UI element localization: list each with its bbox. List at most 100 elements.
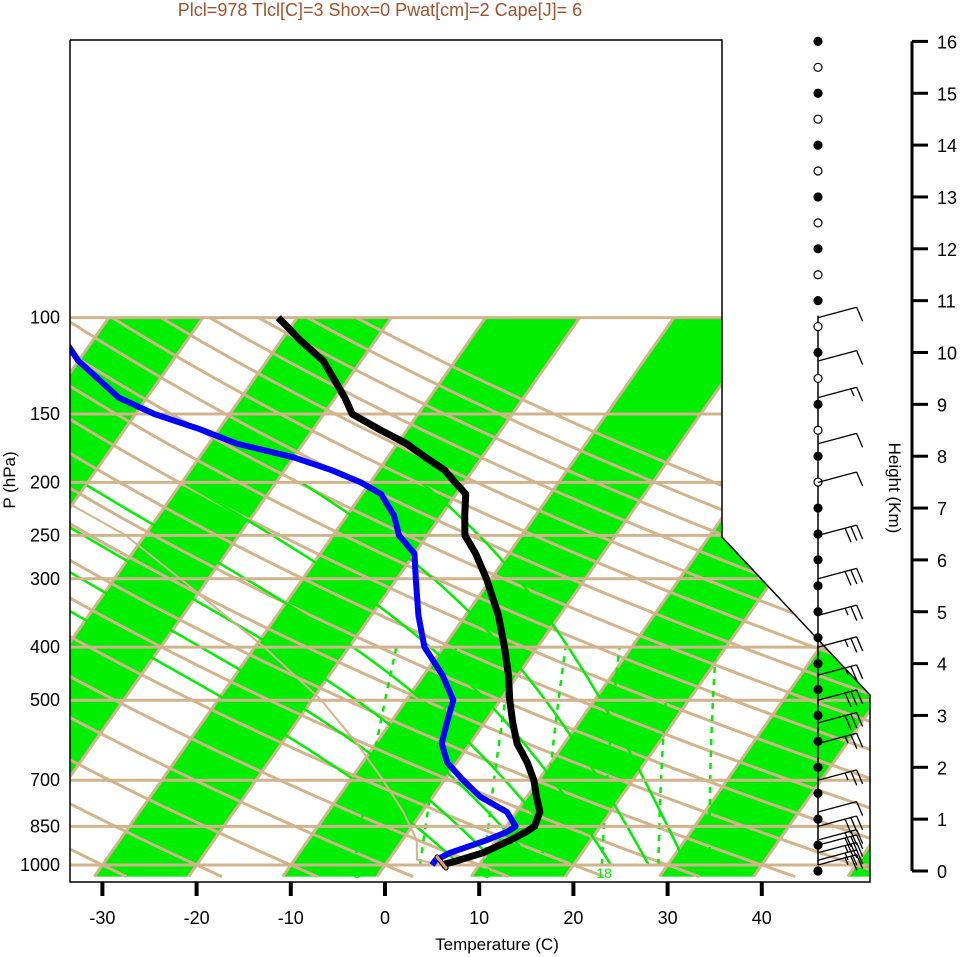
wind-barb <box>817 815 864 834</box>
wind-barb <box>817 800 864 816</box>
pressure-tick-label: 400 <box>30 637 60 657</box>
wind-barb-shaft <box>817 815 857 827</box>
wind-barb-flag <box>850 830 858 846</box>
height-dot <box>813 347 823 358</box>
wind-barb-flag <box>844 818 852 834</box>
isotherm-label: -30 <box>727 515 753 541</box>
wind-barb-flag <box>850 855 858 871</box>
pressure-tick-label: 200 <box>30 472 60 492</box>
x-axis-title: Temperature (C) <box>435 935 559 954</box>
dry-adiabat-line <box>208 316 870 879</box>
isotherm-label: -10 <box>727 515 753 541</box>
wind-barb-flag <box>850 606 858 621</box>
wind-barb <box>817 711 864 730</box>
dry-adiabat-line <box>70 316 870 879</box>
dry-adiabat-line <box>70 316 870 879</box>
height-tick-label: 10 <box>937 344 957 364</box>
isotherm-line <box>375 316 770 878</box>
chart-title: Plcl=978 Tlcl[C]=3 Shox=0 Pwat[cm]=2 Cap… <box>178 0 582 20</box>
mixing-ratio-label: 3 <box>353 865 361 881</box>
wind-barb-shaft <box>817 711 857 724</box>
wind-barb-flag <box>856 849 864 865</box>
height-tick-label: 14 <box>937 136 957 156</box>
wind-barb-flag <box>850 843 858 859</box>
dry-adiabat-line <box>70 316 870 879</box>
height-dot <box>813 607 823 617</box>
height-dot <box>813 529 823 539</box>
dry-adiabat-line <box>70 316 870 879</box>
height-dot <box>813 399 823 409</box>
wind-barb-half-flag <box>844 639 849 648</box>
height-dot <box>813 451 823 461</box>
wind-barb-flag <box>856 829 864 844</box>
height-dot <box>813 296 823 306</box>
isotherm-line <box>752 316 870 878</box>
dry-adiabat-line <box>70 316 414 878</box>
height-tick-label: 12 <box>937 240 957 260</box>
wind-barb <box>817 636 864 653</box>
isotherm-band <box>94 317 580 877</box>
dry-adiabat-line <box>70 316 319 878</box>
isotherm-line <box>70 316 299 878</box>
height-dot <box>813 166 823 176</box>
height-dot <box>813 503 823 513</box>
isotherm-band <box>70 317 392 877</box>
wind-barb-flag <box>856 815 864 831</box>
wind-barb-half-flag <box>844 852 849 861</box>
wind-barb-flag <box>850 666 858 681</box>
wind-barb-flag <box>844 837 852 853</box>
dry-adiabat-line <box>70 316 510 878</box>
isotherm-band <box>70 317 203 877</box>
dry-adiabat-line <box>70 316 605 879</box>
height-tick-label: 6 <box>937 551 947 571</box>
pressure-tick-label: 700 <box>30 770 60 790</box>
wind-barb-flag <box>856 801 864 816</box>
wind-barb-flag <box>850 734 858 750</box>
wind-barb-flag <box>856 689 864 705</box>
x-tick-label: 0 <box>380 908 390 928</box>
height-tick-label: 11 <box>937 292 956 312</box>
wind-barb <box>817 432 864 448</box>
dry-adiabat-line <box>111 316 870 879</box>
wind-barb-flag <box>856 433 864 448</box>
wind-barb-shaft <box>817 386 857 399</box>
pressure-tick-label: 300 <box>30 569 60 589</box>
wind-barb-shaft <box>817 854 857 866</box>
wind-barb-shaft <box>817 636 857 648</box>
wind-barb-shaft <box>817 567 857 580</box>
wind-barb <box>817 386 864 402</box>
wind-barb <box>817 567 864 586</box>
height-dot <box>813 62 823 72</box>
wind-barb <box>817 471 864 487</box>
wind-barb-flag <box>850 526 858 541</box>
wind-barb-flag <box>856 842 864 857</box>
height-tick-label: 13 <box>937 188 957 208</box>
x-tick-label: 10 <box>469 908 489 928</box>
dry-adiabat-line <box>70 316 870 879</box>
wind-barb-flag <box>856 769 864 785</box>
height-dot <box>813 555 823 565</box>
wind-barb-half-flag <box>844 772 849 781</box>
wind-barb-flag <box>850 771 858 786</box>
height-dot <box>813 814 823 824</box>
wind-barb-shaft <box>817 689 857 701</box>
wind-barb-half-flag <box>844 607 849 616</box>
plot-frame <box>69 39 871 883</box>
height-tick-label: 7 <box>937 499 947 519</box>
wind-barb-shaft <box>817 349 857 362</box>
wind-barb-flag <box>856 568 864 583</box>
height-tick-label: 1 <box>937 810 947 830</box>
wind-barb-flag <box>856 834 864 850</box>
wind-barb-flag <box>856 471 864 487</box>
pressure-tick-label: 250 <box>30 525 60 545</box>
pressure-tick-label: 1000 <box>20 855 60 875</box>
parcel-curve <box>70 481 442 866</box>
x-tick-label: 20 <box>563 908 583 928</box>
plot-area: -40-30-20-10 0 10 20 30 3 8 18 <box>69 39 871 883</box>
wind-barb-flag <box>850 691 858 706</box>
wind-barb <box>817 604 864 621</box>
height-axis-title: Height (Km) <box>885 443 904 534</box>
y-axis-title: P (hPa) <box>0 451 19 508</box>
height-tick-label: 16 <box>937 32 957 52</box>
height-dot <box>813 321 823 332</box>
